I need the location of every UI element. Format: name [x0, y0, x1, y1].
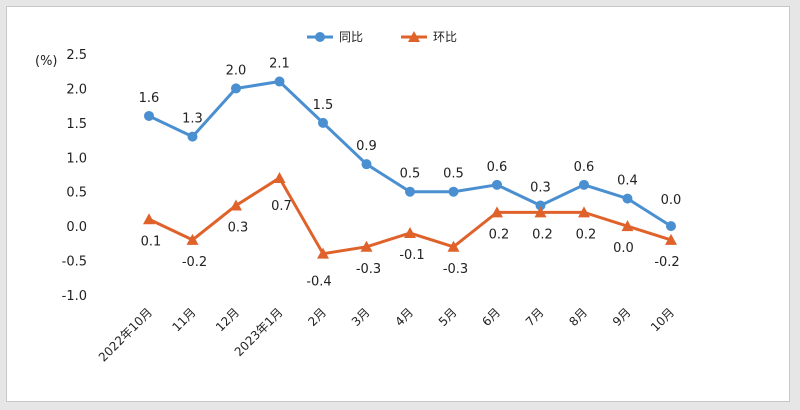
legend-label: 同比: [339, 30, 363, 44]
yoy-data-label: 0.5: [443, 167, 464, 182]
mom-marker: [621, 220, 634, 232]
yoy-data-label: 2.1: [269, 57, 290, 72]
legend-triangle-marker: [408, 31, 420, 42]
mom-data-label: 0.2: [532, 227, 553, 242]
y-tick-label: 0.0: [66, 220, 87, 235]
mom-marker: [230, 199, 242, 211]
x-category-label: 12月: [213, 305, 242, 334]
mom-data-label: -0.1: [399, 248, 424, 263]
mom-data-label: -0.3: [356, 262, 381, 277]
yoy-data-label: 1.3: [182, 112, 203, 127]
mom-marker: [273, 171, 286, 183]
x-category-label: 11月: [169, 305, 198, 334]
yoy-marker: [492, 179, 502, 190]
x-category-label: 8月: [566, 305, 590, 329]
yoy-marker: [622, 193, 633, 204]
yoy-data-label: 0.9: [356, 139, 377, 154]
x-category-label: 2022年10月: [96, 305, 155, 364]
x-category-label: 7月: [523, 305, 547, 329]
legend: 同比 环比: [307, 30, 457, 44]
mom-marker: [404, 227, 416, 239]
y-tick-label: 2.0: [66, 82, 87, 97]
y-tick-label: -1.0: [62, 289, 87, 304]
legend-label: 环比: [433, 30, 457, 44]
yoy-marker: [535, 200, 546, 211]
chart-frame: (%) 同比 环比 2.5 2.0 1.5 1.0 0.5 0.0 -0.5 -1.0 2022…: [6, 6, 790, 402]
yoy-data-label: 0.6: [487, 160, 508, 175]
yoy-marker: [579, 179, 589, 190]
yoy-data-label: 0.6: [574, 160, 595, 175]
mom-data-label: 0.1: [141, 234, 162, 249]
mom-data-label: -0.2: [654, 255, 679, 270]
series-line-yoy: [148, 80, 672, 228]
mom-data-label: 0.0: [613, 241, 634, 256]
y-tick-label: 0.5: [66, 186, 87, 201]
mom-marker: [360, 240, 373, 252]
yoy-data-label: 0.5: [400, 167, 421, 182]
yoy-data-label: 2.0: [226, 63, 247, 78]
mom-marker: [447, 240, 460, 252]
yoy-marker: [318, 117, 328, 128]
yoy-data-label: 0.4: [617, 174, 638, 189]
mom-marker: [534, 206, 547, 218]
y-tick-label: 1.0: [66, 151, 87, 166]
yoy-marker: [361, 159, 372, 170]
mom-marker: [143, 213, 155, 225]
yoy-data-label: 0.3: [530, 180, 551, 195]
y-tick-label: 2.5: [66, 48, 87, 63]
mom-marker: [491, 206, 503, 218]
x-category-label: 4月: [392, 305, 416, 329]
y-tick-label: -0.5: [62, 255, 87, 270]
yoy-marker: [144, 110, 154, 121]
mom-marker: [578, 206, 590, 218]
mom-marker: [317, 247, 329, 259]
mom-marker: [186, 233, 199, 245]
yoy-marker: [405, 186, 415, 197]
data-labels: 1.6 1.3 2.0 2.1 1.5 0.9 0.5 0.5 0.6 0.3 0.6 0.4 0.0 0…: [139, 57, 682, 290]
x-category-label: 6月: [479, 305, 503, 329]
yoy-marker: [666, 221, 676, 232]
yoy-data-label: 1.6: [139, 91, 160, 106]
mom-data-label: 0.7: [271, 199, 292, 214]
mom-marker: [665, 233, 677, 245]
legend-circle-marker: [315, 32, 325, 42]
x-category-label: 9月: [610, 305, 634, 329]
x-category-label: 10月: [648, 305, 677, 334]
yoy-marker: [448, 186, 459, 197]
yoy-data-label: 1.5: [313, 98, 334, 113]
y-axis: 2.5 2.0 1.5 1.0 0.5 0.0 -0.5 -1.0: [62, 48, 87, 304]
yoy-marker: [187, 131, 198, 142]
yoy-marker: [274, 76, 285, 87]
x-category-label: 3月: [349, 305, 373, 329]
mom-data-label: 0.2: [576, 227, 597, 242]
series-layer: [143, 76, 677, 259]
x-category-label: 2月: [305, 305, 329, 329]
yoy-data-label: 0.0: [661, 193, 682, 208]
mom-data-label: 0.2: [489, 227, 510, 242]
mom-data-label: -0.3: [443, 262, 468, 277]
y-unit-label: (%): [35, 54, 58, 69]
mom-data-label: -0.4: [306, 275, 331, 290]
y-tick-label: 1.5: [66, 117, 87, 132]
yoy-marker: [231, 83, 241, 94]
x-category-label: 5月: [436, 305, 460, 329]
mom-data-label: -0.2: [182, 255, 207, 270]
mom-data-label: 0.3: [228, 220, 249, 235]
line-chart: (%) 同比 环比 2.5 2.0 1.5 1.0 0.5 0.0 -0.5 -1.0 2022…: [35, 30, 682, 364]
